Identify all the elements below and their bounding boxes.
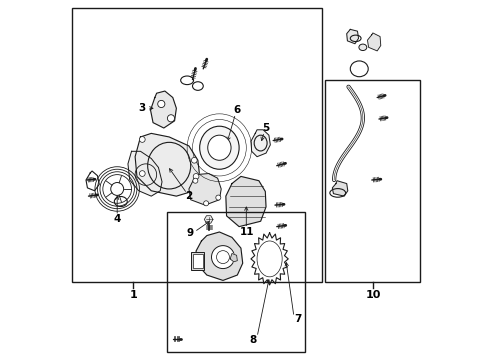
- Circle shape: [215, 195, 221, 200]
- Ellipse shape: [199, 126, 239, 169]
- Text: 9: 9: [186, 228, 193, 238]
- Circle shape: [191, 157, 197, 163]
- Bar: [72, 8, 321, 282]
- Text: 6: 6: [233, 105, 241, 115]
- Polygon shape: [250, 130, 270, 157]
- Bar: [190, 252, 204, 270]
- Text: 1: 1: [129, 290, 137, 300]
- Bar: [192, 254, 202, 268]
- Ellipse shape: [207, 135, 230, 160]
- Text: 10: 10: [365, 290, 380, 300]
- Circle shape: [211, 246, 234, 269]
- Circle shape: [139, 171, 145, 176]
- Polygon shape: [188, 174, 221, 205]
- Polygon shape: [128, 151, 162, 196]
- Polygon shape: [230, 253, 237, 262]
- Circle shape: [139, 136, 145, 142]
- Ellipse shape: [358, 44, 366, 50]
- Text: 2: 2: [185, 191, 192, 201]
- Polygon shape: [225, 176, 265, 226]
- Text: 5: 5: [262, 123, 269, 133]
- Text: 7: 7: [293, 314, 301, 324]
- Text: 4: 4: [113, 215, 121, 224]
- Circle shape: [158, 100, 164, 108]
- Text: 3: 3: [138, 103, 145, 113]
- Polygon shape: [196, 232, 242, 280]
- Polygon shape: [150, 91, 176, 128]
- Polygon shape: [204, 216, 212, 223]
- Text: 8: 8: [249, 334, 257, 345]
- Polygon shape: [346, 30, 358, 44]
- Circle shape: [193, 174, 199, 179]
- Text: 11: 11: [240, 227, 254, 237]
- Polygon shape: [135, 134, 199, 196]
- Circle shape: [203, 201, 208, 206]
- Circle shape: [192, 178, 198, 183]
- Circle shape: [167, 115, 174, 122]
- Polygon shape: [367, 33, 380, 51]
- Circle shape: [110, 183, 123, 195]
- Bar: [325, 80, 419, 282]
- Bar: [167, 212, 305, 352]
- Polygon shape: [332, 181, 347, 196]
